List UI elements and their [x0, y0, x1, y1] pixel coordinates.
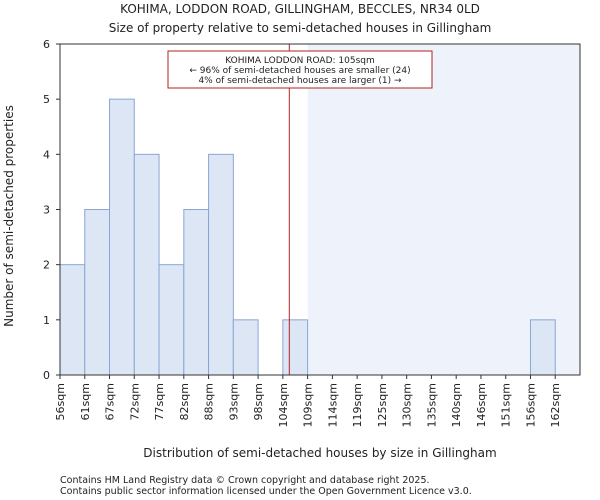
x-tick-label: 156sqm — [524, 383, 537, 427]
bar-156sqm — [529, 319, 556, 376]
chart-subtitle: Size of property relative to semi-detach… — [109, 21, 492, 35]
x-tick-label: 119sqm — [351, 383, 364, 427]
y-tick-label: 5 — [43, 93, 50, 106]
chart-title: KOHIMA, LODDON ROAD, GILLINGHAM, BECCLES… — [120, 2, 480, 16]
bar-88sqm — [208, 153, 234, 376]
x-tick-label: 146sqm — [475, 383, 488, 427]
bar-61sqm — [84, 209, 111, 376]
bar-104sqm — [282, 319, 309, 376]
y-axis-label: Number of semi-detached properties — [2, 105, 16, 327]
x-tick-label: 98sqm — [252, 383, 265, 420]
x-tick-label: 162sqm — [549, 383, 562, 427]
bar-56sqm — [59, 264, 86, 376]
x-tick-label: 109sqm — [302, 383, 315, 427]
x-tick-label: 88sqm — [203, 383, 216, 420]
x-tick-label: 67sqm — [104, 383, 117, 420]
annotation-box: KOHIMA LODDON ROAD: 105sqm ← 96% of semi… — [167, 50, 433, 89]
x-axis-label: Distribution of semi-detached houses by … — [143, 446, 496, 460]
y-tick-label: 3 — [43, 204, 50, 217]
footer-line-1: Contains HM Land Registry data © Crown c… — [60, 475, 430, 486]
y-tick-label: 0 — [43, 369, 50, 382]
x-tick-label: 140sqm — [450, 383, 463, 427]
x-tick-label: 130sqm — [401, 383, 414, 427]
x-tick-label: 61sqm — [79, 383, 92, 420]
y-tick-label: 4 — [43, 148, 50, 161]
x-tick-label: 151sqm — [500, 383, 513, 427]
x-tick-label: 114sqm — [326, 383, 339, 427]
bar-67sqm — [109, 98, 135, 376]
footer-line-2: Contains public sector information licen… — [60, 486, 472, 497]
annotation-line-3: 4% of semi-detached houses are larger (1… — [198, 76, 402, 86]
x-tick-label: 77sqm — [153, 383, 166, 420]
bar-77sqm — [158, 264, 185, 376]
y-tick-label: 1 — [43, 314, 50, 327]
bar-72sqm — [133, 153, 160, 376]
annotation-line-2: ← 96% of semi-detached houses are smalle… — [189, 66, 410, 76]
x-tick-label: 82sqm — [178, 383, 191, 420]
x-tick-label: 135sqm — [425, 383, 438, 427]
bars-layer — [59, 98, 556, 376]
x-tick-label: 56sqm — [54, 383, 67, 420]
bar-93sqm — [232, 319, 259, 376]
annotation-line-1: KOHIMA LODDON ROAD: 105sqm — [225, 56, 375, 66]
x-tick-label: 125sqm — [376, 383, 389, 427]
bar-82sqm — [183, 209, 210, 376]
x-tick-label: 72sqm — [128, 383, 141, 420]
y-tick-label: 2 — [43, 259, 50, 272]
x-tick-label: 104sqm — [277, 383, 290, 427]
x-tick-label: 93sqm — [227, 383, 240, 420]
y-tick-label: 6 — [43, 38, 50, 51]
axes-layer: 0 1 2 3 4 5 6 56sqm 61sqm 67sqm 72sqm 77sqm 82sqm 88s… — [43, 38, 581, 427]
